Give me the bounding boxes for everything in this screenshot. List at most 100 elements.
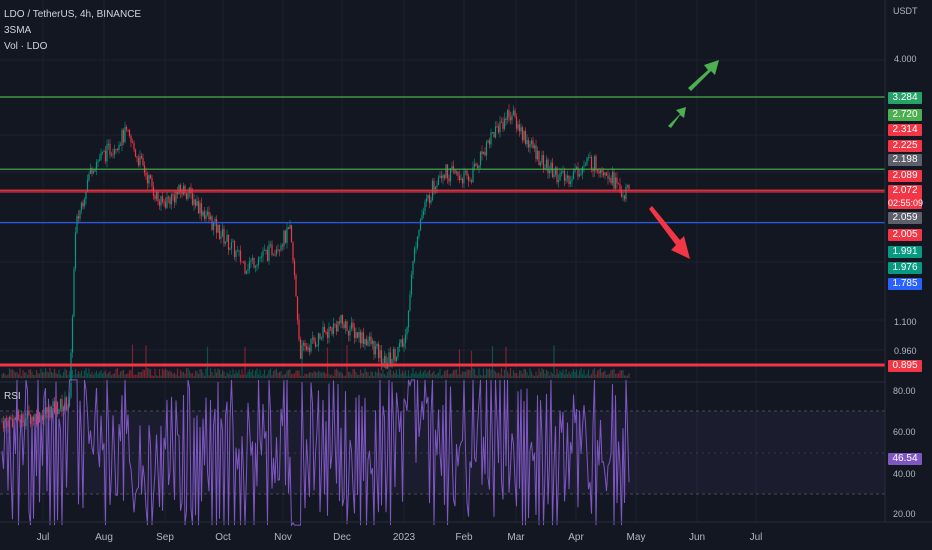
candle-body: [278, 249, 281, 251]
volume-bar: [64, 368, 66, 378]
candle-body: [260, 256, 263, 258]
candle-body: [613, 171, 615, 189]
candle-body: [266, 249, 269, 261]
candle-body: [169, 197, 171, 205]
candle-body: [502, 122, 504, 129]
volume-legend[interactable]: Vol · LDO: [4, 41, 48, 52]
volume-bar: [338, 372, 341, 378]
volume-bar: [203, 375, 206, 378]
candle-body: [506, 110, 509, 120]
volume-bar: [436, 373, 438, 378]
candle-body: [353, 327, 356, 339]
volume-bar: [373, 375, 375, 378]
volume-bar: [4, 374, 6, 378]
candle-body: [53, 401, 56, 413]
candle-body: [491, 132, 494, 133]
candle-body: [70, 352, 72, 397]
time-tick-feb: Feb: [455, 532, 473, 543]
volume-bar: [473, 368, 476, 378]
candle-body: [299, 339, 302, 359]
candle-body: [196, 201, 198, 206]
volume-bar: [94, 372, 96, 378]
candle-body: [599, 170, 602, 174]
volume-bar: [623, 375, 626, 378]
volume-bar: [76, 374, 78, 378]
volume-bar: [413, 373, 416, 378]
candle-body: [202, 211, 204, 216]
candle-body: [467, 175, 470, 181]
volume-bar: [217, 368, 219, 378]
volume-bar: [193, 375, 195, 378]
volume-bar: [157, 375, 159, 378]
candle-body: [521, 127, 524, 141]
volume-bar: [520, 370, 522, 378]
time-tick-nov: Nov: [274, 532, 292, 543]
candle-body: [430, 199, 432, 203]
volume-bar: [146, 368, 149, 378]
volume-bar: [140, 372, 143, 378]
volume-bar: [493, 370, 495, 378]
candle-body: [296, 296, 299, 320]
candle-body: [233, 241, 236, 258]
volume-bar: [545, 369, 548, 378]
rsi-current-label: 46.54: [888, 453, 922, 465]
candle-body: [77, 216, 80, 219]
volume-bar: [584, 375, 587, 378]
volume-bar: [259, 369, 261, 378]
candle-body: [611, 171, 614, 184]
volume-bar: [380, 373, 383, 378]
volume-bar: [92, 374, 95, 378]
candle-body: [361, 332, 363, 344]
sma-legend[interactable]: 3SMA: [4, 25, 32, 36]
candle-body: [473, 163, 476, 168]
volume-bar: [488, 368, 491, 378]
symbol-legend[interactable]: LDO / TetherUS, 4h, BINANCE: [4, 9, 142, 20]
candle-body: [107, 143, 110, 145]
candle-body: [158, 201, 161, 206]
candle-body: [581, 166, 584, 174]
candle-body: [356, 332, 359, 338]
candle-body: [487, 140, 489, 143]
candle-body: [623, 195, 626, 200]
candle-body: [29, 414, 32, 424]
volume-bar: [274, 369, 276, 378]
candle-body: [530, 140, 533, 144]
candle-body: [310, 338, 312, 352]
volume-bar: [397, 374, 399, 378]
volume-bar: [422, 371, 425, 378]
candle-body: [17, 411, 20, 420]
candle-body: [433, 180, 435, 190]
candle-body: [62, 406, 65, 412]
volume-bar: [281, 375, 284, 378]
candle-body: [61, 399, 63, 412]
volume-bar: [61, 375, 63, 378]
rsi-legend[interactable]: RSI: [4, 391, 21, 402]
candle-body: [392, 348, 395, 360]
candle-body: [103, 150, 105, 152]
volume-bar: [100, 370, 102, 378]
candle-body: [109, 143, 111, 155]
candle-body: [389, 352, 392, 364]
candle-body: [65, 397, 68, 410]
volume-bar: [110, 375, 113, 378]
volume-bar: [490, 369, 492, 378]
volume-bar: [176, 368, 179, 378]
volume-bar: [187, 368, 189, 378]
volume-bar: [293, 373, 296, 378]
candle-body: [76, 216, 78, 233]
candle-body: [145, 172, 147, 176]
volume-bar: [19, 368, 21, 378]
candle-body: [583, 165, 585, 167]
volume-bar: [479, 374, 482, 378]
volume-bar: [185, 368, 188, 378]
volume-bar: [611, 369, 614, 378]
volume-bar: [392, 371, 395, 378]
candle-body: [92, 171, 95, 174]
volume-bar: [457, 374, 459, 378]
volume-bar: [235, 370, 237, 378]
volume-bar: [175, 374, 177, 378]
candle-body: [83, 199, 86, 207]
volume-bar: [343, 375, 345, 378]
candle-body: [584, 164, 587, 166]
